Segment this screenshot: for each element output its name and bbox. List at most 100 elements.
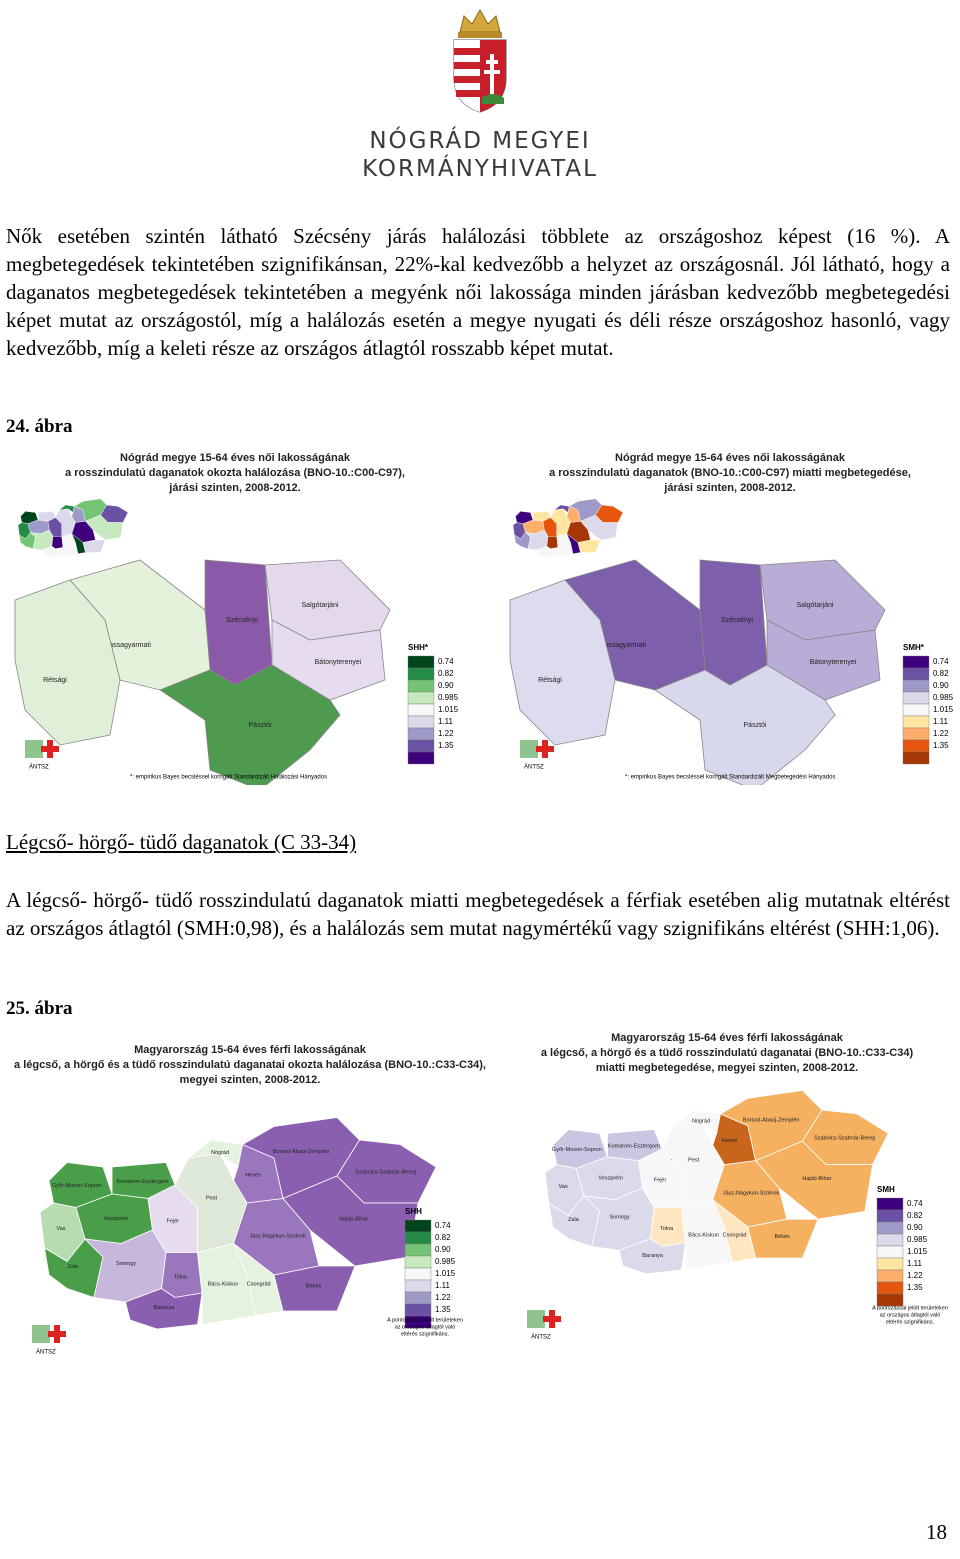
county-label: Vas [56, 1226, 65, 1232]
legend-swatch [876, 1221, 904, 1235]
map-title: járási szinten, 2008-2012. [663, 482, 795, 494]
stripe [454, 62, 480, 69]
county [618, 1238, 686, 1275]
legend-label: 1.11 [933, 717, 949, 726]
legend-label: 0.985 [933, 693, 954, 702]
county-label: Jász-Nagykun-Szolnok [723, 1191, 779, 1197]
legend-swatch [876, 1269, 904, 1283]
county [273, 1265, 356, 1312]
legend-title: SHH* [408, 643, 429, 652]
county-label: Pest [206, 1195, 217, 1201]
legend-label: 0.82 [438, 669, 454, 678]
legend-swatch [902, 727, 930, 741]
county [754, 1140, 874, 1220]
county-label: Somogy [116, 1261, 136, 1267]
logo-cross [536, 740, 554, 758]
stripe [454, 76, 480, 83]
county-label: Heves [722, 1138, 738, 1144]
paragraph: Nők esetében szintén látható Szécsény já… [6, 224, 950, 360]
district-map: Nógrád megye 15-64 éves női lakosságának… [509, 452, 954, 785]
county-label: Győr-Moson-Sopron [52, 1183, 102, 1189]
inset-region [536, 546, 559, 558]
stripe [456, 90, 480, 97]
county-label: Tolna [174, 1274, 188, 1280]
legend-label: 1.11 [907, 1259, 923, 1268]
district [654, 664, 836, 785]
legend-label: 1.22 [907, 1271, 923, 1280]
inset-region [566, 533, 581, 555]
county-label: Békés [306, 1283, 322, 1289]
legend-label: 0.90 [438, 681, 454, 690]
map-title: a rosszindulatú daganatok (BNO-10.:C00-C… [549, 467, 911, 479]
county-label: Tolna [660, 1226, 674, 1232]
district-label: Balassagyarmati [99, 642, 151, 649]
legend-swatch [404, 1267, 432, 1281]
legend-swatch [407, 655, 435, 669]
legend-swatch [902, 739, 930, 753]
legend-swatch [902, 751, 930, 765]
legend-swatch [902, 691, 930, 705]
map-title: miatti megbetegedése, megyei szinten, 20… [596, 1062, 858, 1074]
district-label: Rétsági [538, 677, 562, 684]
legend-label: 1.35 [435, 1305, 451, 1314]
district-label: Rétsági [43, 677, 67, 684]
note: A pontozással jelölt területeken [872, 1305, 948, 1311]
county [233, 1243, 284, 1316]
legend-swatch [404, 1279, 432, 1293]
legend-swatch [404, 1219, 432, 1233]
county-label: Hajdú-Bihar [802, 1176, 831, 1182]
logo-cross [543, 1310, 561, 1328]
legend-label: 0.90 [907, 1223, 923, 1232]
county-label: Bács-Kiskun [208, 1281, 239, 1287]
legend-swatch [876, 1245, 904, 1259]
hills [482, 94, 504, 104]
county-map: Magyarország 15-64 éves férfi lakosságán… [527, 1032, 948, 1341]
county-label: Baranya [642, 1253, 663, 1259]
district [14, 579, 121, 746]
figure-label: 24. ábra [6, 416, 73, 437]
note: az országos átlagtól való [880, 1312, 941, 1318]
county-label: Csongrád [247, 1281, 271, 1287]
legend-label: 1.11 [438, 717, 454, 726]
logo-text: ÁNTSZ [524, 764, 544, 771]
county-label: Hajdú-Bihar [339, 1217, 368, 1223]
county-label: Bács-Kiskun [688, 1232, 719, 1238]
footnote: *: empirikus Bayes becsléssel korrigált … [130, 775, 327, 781]
legend-swatch [407, 703, 435, 717]
district-label: Balassagyarmati [594, 642, 646, 649]
county-label: Szabolcs-Szatmár-Bereg [355, 1170, 416, 1176]
legend-label: 0.90 [435, 1245, 451, 1254]
logo-text: ÁNTSZ [36, 1349, 56, 1356]
legend-swatch [407, 667, 435, 681]
logo-cross [41, 740, 59, 758]
county [747, 1218, 819, 1259]
note: eltérés szignifikáns. [401, 1331, 449, 1337]
district [509, 579, 616, 746]
legend-label: 0.74 [933, 657, 949, 666]
legend-swatch [404, 1255, 432, 1269]
map-title: Nógrád megye 15-64 éves női lakosságának [120, 452, 351, 464]
county-label: Nógrád [211, 1150, 229, 1156]
legend-label: 1.015 [435, 1269, 456, 1278]
legend-label: 1.015 [438, 705, 459, 714]
inset-region [546, 536, 559, 550]
county-label: Békés [774, 1234, 790, 1240]
county-label: Jász-Nagykun-Szolnok [250, 1233, 306, 1239]
logo-bars [25, 740, 43, 758]
district [159, 664, 341, 785]
inset-region [71, 533, 86, 555]
map-title: a rosszindulatú daganatok okozta haláloz… [65, 467, 405, 479]
map-title: Magyarország 15-64 éves férfi lakosságán… [611, 1032, 844, 1044]
legend-swatch [902, 715, 930, 729]
double-cross [484, 54, 500, 100]
county-label: Zala [67, 1264, 79, 1270]
county-label: Heves [245, 1173, 261, 1179]
inset-region [51, 536, 64, 550]
county-label: Nógrád [692, 1118, 710, 1124]
county-label: Zala [568, 1217, 580, 1223]
legend-swatch [902, 703, 930, 717]
legend-swatch [407, 715, 435, 729]
note: az országos átlagtól való [395, 1324, 456, 1330]
legend-label: 0.985 [907, 1235, 928, 1244]
